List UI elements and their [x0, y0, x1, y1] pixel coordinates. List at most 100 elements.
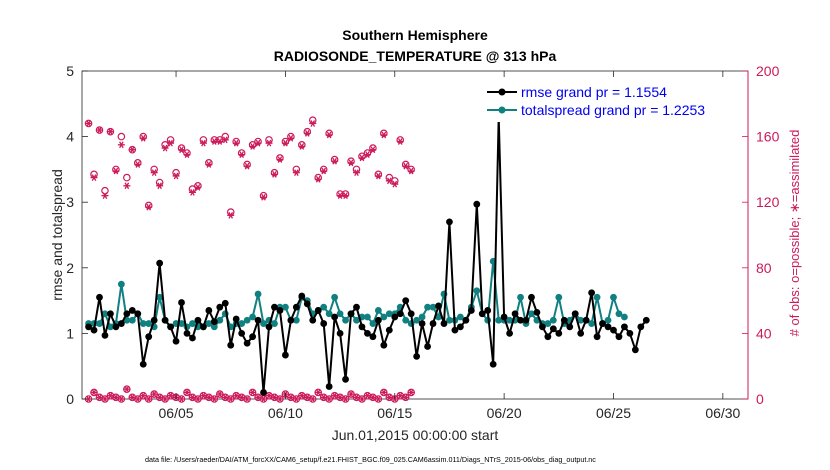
- totalspread-point: [178, 320, 185, 327]
- assimilated-obs-marker: [303, 129, 311, 137]
- totalspread-point: [615, 310, 623, 318]
- possible-obs-marker: [276, 154, 284, 162]
- totalspread-point: [369, 320, 377, 327]
- assimilated-obs-marker: [216, 138, 224, 145]
- totalspread-point: [342, 316, 349, 324]
- assimilated-obs-marker: [292, 169, 300, 177]
- assimilated-obs-marker: [249, 143, 257, 150]
- assimilated-obs-marker: [205, 161, 213, 168]
- rmse-point: [369, 333, 377, 341]
- rmse-point: [282, 351, 289, 359]
- x-tick-label: 06/25: [596, 405, 631, 421]
- left-y-tick-label: 4: [66, 129, 74, 145]
- totalspread-point: [216, 316, 224, 324]
- possible-obs-marker: [194, 182, 202, 190]
- rmse-point: [440, 320, 448, 327]
- rmse-point: [549, 325, 557, 333]
- possible-obs-marker: [117, 132, 126, 141]
- totalspread-point: [418, 313, 426, 321]
- assimilated-obs-marker: [314, 175, 322, 183]
- assimilated-obs-marker-low: [183, 389, 191, 396]
- possible-obs-marker: [177, 144, 186, 152]
- assimilated-obs-marker: [221, 136, 229, 144]
- rmse-point: [511, 310, 519, 318]
- assimilated-obs-marker-low: [276, 395, 284, 403]
- rmse-point: [621, 323, 628, 331]
- totalspread-point: [528, 310, 535, 318]
- assimilated-obs-marker-low: [188, 393, 196, 401]
- rmse-point: [418, 320, 426, 327]
- rmse-point: [467, 307, 475, 314]
- totalspread-point: [429, 303, 437, 311]
- assimilated-obs-marker-low: [243, 395, 251, 403]
- x-axis-label: Jun.01,2015 00:00:00 start: [332, 427, 499, 443]
- assimilated-obs-marker-low: [292, 395, 300, 403]
- rmse-point: [358, 323, 366, 331]
- totalspread-point: [101, 310, 109, 318]
- rmse-point: [506, 330, 513, 337]
- possible-obs-marker: [281, 137, 290, 146]
- totalspread-point: [249, 313, 257, 321]
- assimilated-obs-marker-low: [221, 393, 229, 401]
- totalspread-point: [243, 316, 251, 324]
- totalspread-point: [506, 316, 513, 324]
- rmse-point: [610, 326, 617, 334]
- totalspread-point: [364, 313, 371, 321]
- possible-obs-marker: [101, 186, 109, 195]
- assimilated-obs-marker-low: [156, 393, 164, 401]
- assimilated-obs-marker-low: [128, 393, 136, 401]
- possible-obs-marker: [401, 160, 410, 169]
- rmse-point: [571, 310, 579, 318]
- rmse-point: [216, 303, 224, 311]
- totalspread-point: [604, 316, 612, 324]
- assimilated-obs-marker-low: [150, 390, 158, 398]
- assimilated-obs-marker: [167, 139, 175, 147]
- rmse-point: [298, 292, 306, 300]
- assimilated-obs-marker: [150, 169, 158, 177]
- assimilated-obs-marker: [199, 139, 207, 147]
- assimilated-obs-marker-low: [134, 395, 142, 403]
- possible-obs-marker: [183, 149, 191, 157]
- assimilated-obs-marker-low: [287, 393, 295, 401]
- rmse-point: [347, 310, 355, 318]
- right-y-tick-label: 80: [756, 260, 772, 276]
- assimilated-obs-marker-low: [363, 392, 371, 400]
- assimilated-obs-marker-low: [331, 392, 339, 400]
- assimilated-obs-marker: [194, 184, 202, 191]
- assimilated-obs-marker: [183, 151, 191, 159]
- totalspread-point: [145, 320, 153, 327]
- legend-spread-marker: [498, 106, 506, 114]
- totalspread-point: [96, 320, 103, 327]
- assimilated-obs-marker: [320, 167, 328, 175]
- totalspread-point: [435, 313, 442, 321]
- assimilated-obs-marker-low: [210, 395, 218, 403]
- rmse-point: [243, 339, 251, 347]
- rmse-point: [489, 360, 497, 368]
- rmse-point: [582, 316, 590, 324]
- assimilated-obs-marker: [134, 161, 142, 168]
- assimilated-obs-marker: [128, 146, 136, 154]
- rmse-point: [446, 218, 453, 226]
- totalspread-point: [402, 316, 410, 324]
- axis-layer: 0 1 2 3 4 5 0 40 80 120 160 200 06/05 06/10 06/15 06/20…: [66, 63, 779, 421]
- totalspread-point: [456, 313, 464, 321]
- assimilated-obs-marker: [396, 138, 404, 145]
- totalspread-point: [549, 316, 557, 324]
- totalspread-point: [473, 287, 481, 295]
- assimilated-obs-marker-low: [260, 395, 268, 403]
- assimilated-obs-marker: [298, 143, 306, 150]
- right-y-tick-label: 40: [756, 325, 772, 341]
- assimilated-obs-marker: [123, 182, 131, 190]
- rmse-point: [588, 289, 596, 297]
- rmse-point: [615, 333, 623, 341]
- assimilated-obs-marker: [331, 157, 339, 165]
- totalspread-point: [517, 293, 524, 301]
- rmse-point: [577, 330, 585, 337]
- possible-obs-marker: [210, 136, 219, 144]
- assimilated-obs-marker: [139, 134, 147, 142]
- possible-obs-marker: [287, 132, 295, 141]
- rmse-point: [271, 303, 278, 311]
- rmse-point: [325, 383, 333, 390]
- rmse-point: [194, 316, 202, 324]
